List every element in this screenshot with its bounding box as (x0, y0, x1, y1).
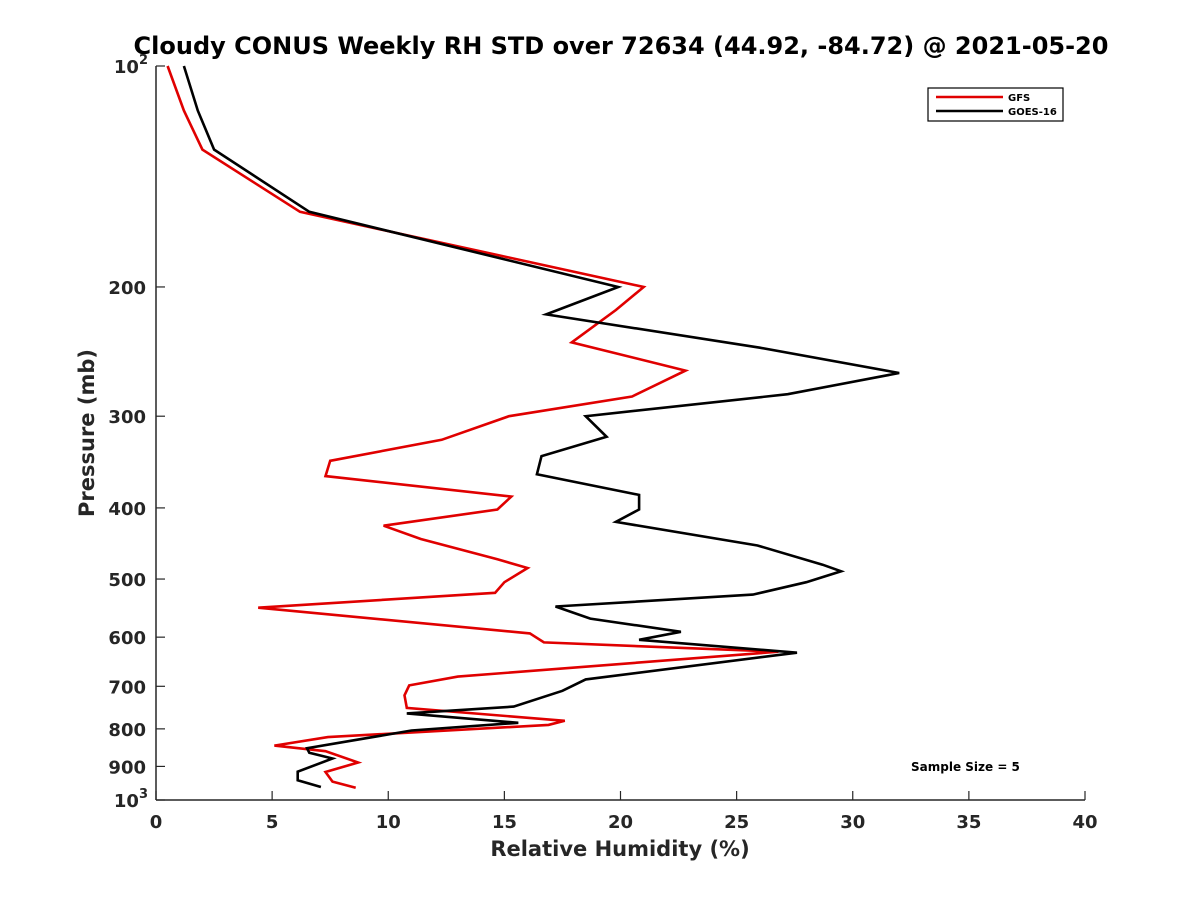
legend-box (927, 87, 1064, 122)
x-tick-label: 35 (956, 812, 981, 833)
x-tick-label: 30 (840, 812, 865, 833)
y-tick-label: 400 (108, 499, 146, 520)
x-tick-label: 40 (1072, 812, 1097, 833)
sample-size-annotation: Sample Size = 5 (911, 760, 1020, 774)
legend: GFS GOES-16 (927, 87, 1064, 122)
x-tick-label: 15 (492, 812, 517, 833)
y-tick-label: 103 (114, 787, 148, 812)
y-tick-label: 300 (108, 407, 146, 428)
y-tick-label: 600 (108, 628, 146, 649)
x-tick-label: 20 (608, 812, 633, 833)
y-axis-label: Pressure (mb) (75, 349, 99, 517)
y-tick-label: 102 (114, 53, 148, 78)
series-line-gfs (166, 65, 779, 789)
x-tick-label: 10 (376, 812, 401, 833)
x-tick-label: 0 (150, 812, 163, 833)
legend-label-gfs: GFS (1008, 93, 1030, 104)
y-tick-label: 900 (108, 757, 146, 778)
series-line-goes16 (182, 65, 900, 789)
x-tick-label: 5 (266, 812, 279, 833)
y-axis-ticks: 102 200 300 400 500 600 700 800 900 103 (108, 53, 165, 812)
legend-label-goes16: GOES-16 (1008, 107, 1057, 118)
x-axis-ticks: 0 5 10 15 20 25 30 35 40 (150, 791, 1098, 833)
x-tick-label: 25 (724, 812, 749, 833)
x-axis-label: Relative Humidity (%) (490, 837, 749, 861)
plot-lines (166, 65, 900, 789)
y-tick-label: 800 (108, 720, 146, 741)
y-tick-label: 700 (108, 677, 146, 698)
y-tick-label: 200 (108, 278, 146, 299)
chart-title: Cloudy CONUS Weekly RH STD over 72634 (4… (134, 32, 1109, 60)
y-tick-label: 500 (108, 570, 146, 591)
